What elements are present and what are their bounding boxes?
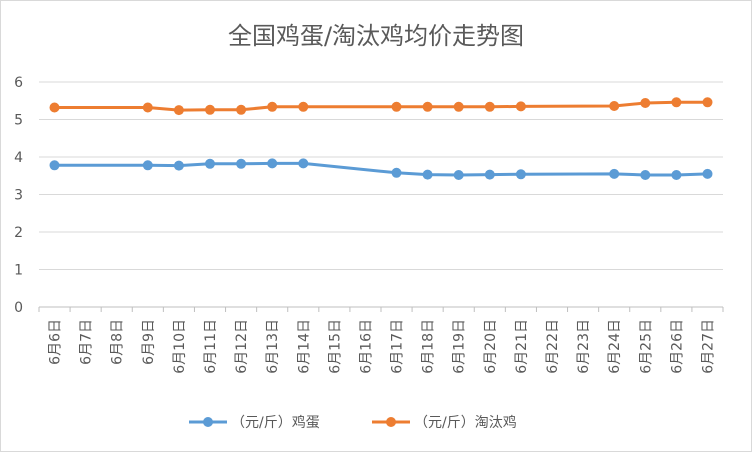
x-tick-label: 6月7日 [79, 319, 95, 365]
data-point [49, 160, 60, 171]
x-tick-label: 6月20日 [483, 319, 499, 374]
axes: 0 1 2 3 4 5 6 6月6日 6月7日 6月8日 6月9日 6月10日 6月11日 6月12日 6月… [14, 75, 724, 374]
y-tick-label: 4 [14, 150, 23, 166]
x-tick-label: 6月26日 [669, 319, 685, 374]
data-point [671, 170, 682, 180]
y-tick-label: 0 [14, 300, 23, 316]
data-point [515, 169, 526, 180]
data-point [267, 101, 278, 112]
x-tick-label: 6月19日 [452, 319, 468, 374]
x-tick-label: 6月14日 [296, 319, 312, 374]
x-tick-label: 6月24日 [607, 319, 623, 374]
x-tick-label: 6月12日 [234, 319, 250, 374]
legend-label: （元/斤）鸡蛋 [231, 414, 320, 431]
x-tick-label: 6月9日 [141, 319, 157, 365]
data-point [205, 158, 215, 169]
x-tick-label: 6月25日 [638, 319, 654, 374]
data-point [173, 105, 184, 116]
data-point [453, 170, 464, 180]
data-point [173, 160, 184, 171]
series-group [49, 97, 713, 180]
series-1 [49, 158, 713, 180]
x-tick-label: 6月8日 [110, 319, 126, 365]
legend-swatch-marker [386, 417, 396, 427]
data-point [484, 101, 495, 112]
series-2 [49, 97, 713, 116]
gridlines [39, 81, 723, 308]
data-point [640, 98, 651, 108]
data-point [205, 104, 215, 115]
data-point [702, 168, 713, 179]
y-tick-label: 2 [14, 225, 23, 241]
legend-swatch-marker [203, 417, 213, 427]
y-tick-label: 3 [14, 188, 23, 204]
x-tick-label: 6月17日 [390, 319, 406, 374]
x-tick-label: 6月13日 [265, 319, 281, 374]
data-point [49, 102, 60, 113]
data-point [609, 101, 620, 111]
data-point [515, 101, 526, 112]
legend-item: （元/斤）淘汰鸡 [372, 414, 517, 431]
legend-item: （元/斤）鸡蛋 [189, 414, 320, 431]
legend: （元/斤）鸡蛋 （元/斤）淘汰鸡 [189, 414, 517, 431]
data-point [142, 102, 153, 113]
data-point [609, 168, 620, 179]
x-tick-label: 6月22日 [545, 319, 561, 374]
data-point [391, 167, 402, 178]
data-point [702, 97, 713, 108]
data-point [267, 158, 278, 169]
x-tick-label: 6月6日 [48, 319, 64, 365]
y-tick-label: 1 [14, 263, 23, 279]
data-point [298, 158, 309, 169]
x-tick-label: 6月18日 [421, 319, 437, 374]
series-line [54, 100, 708, 112]
y-tick-label: 6 [14, 75, 23, 91]
x-tick-label: 6月11日 [203, 319, 219, 374]
data-point [142, 160, 153, 171]
x-tick-label: 6月23日 [576, 319, 592, 374]
data-point [640, 170, 651, 180]
chart-title: 全国鸡蛋/淘汰鸡均价走势图 [228, 22, 524, 50]
data-point [422, 101, 433, 112]
x-tick-label: 6月16日 [358, 319, 374, 374]
data-point [453, 101, 464, 112]
legend-label: （元/斤）淘汰鸡 [414, 414, 517, 431]
x-tick-label: 6月10日 [172, 319, 188, 374]
data-point [484, 169, 495, 180]
x-tick-label: 6月21日 [514, 319, 530, 374]
series-line [54, 161, 708, 177]
data-point [422, 169, 433, 180]
data-point [391, 101, 402, 112]
data-point [236, 158, 247, 169]
data-point [236, 104, 247, 115]
data-point [298, 101, 309, 112]
y-tick-label: 5 [14, 113, 23, 129]
data-point [671, 97, 682, 108]
x-tick-label: 6月15日 [327, 319, 343, 374]
x-tick-label: 6月27日 [700, 319, 716, 374]
